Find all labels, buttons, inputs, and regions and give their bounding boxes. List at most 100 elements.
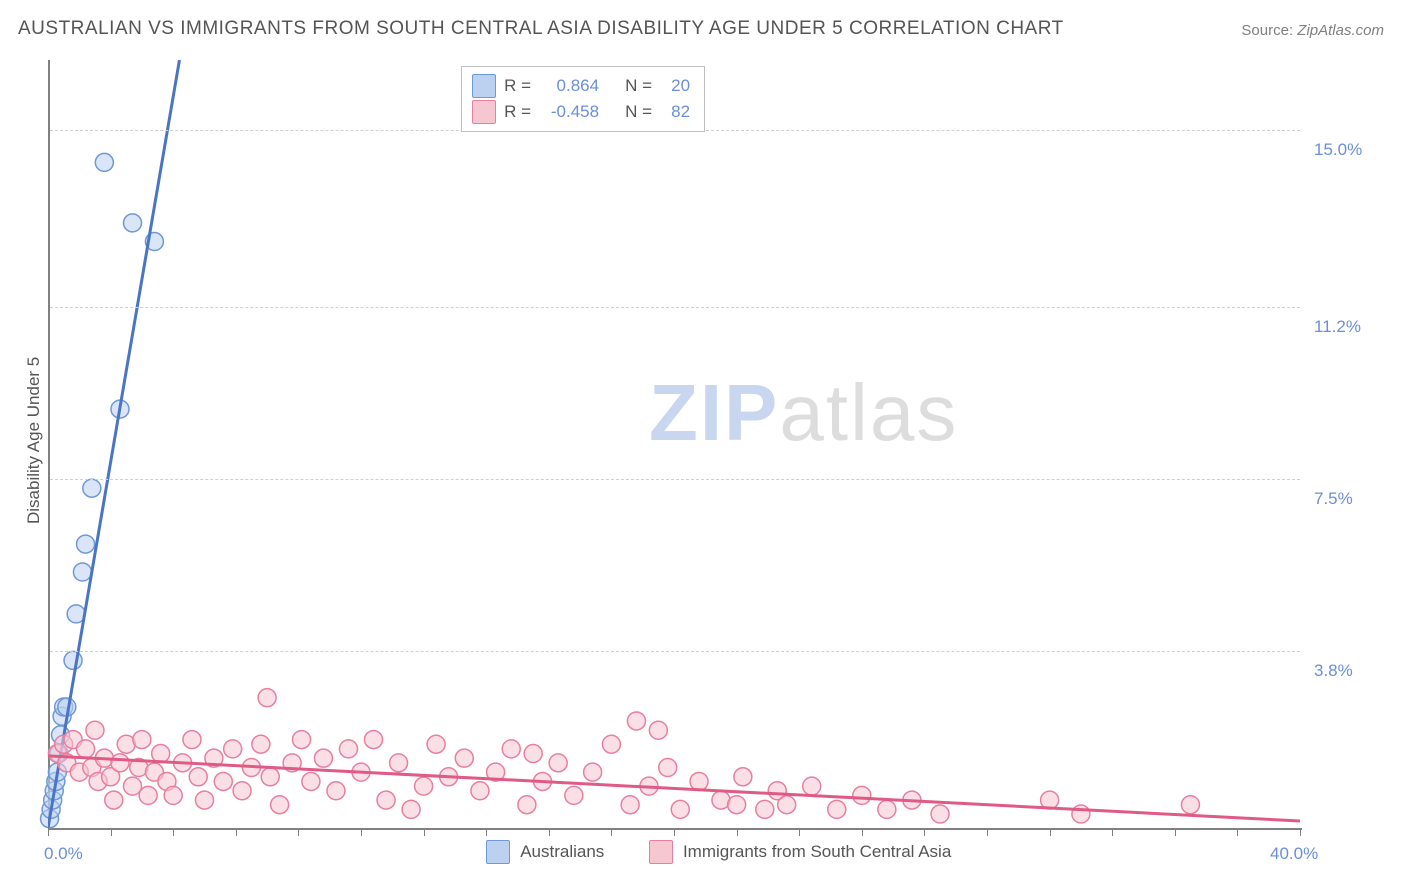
x-axis-max-label: 40.0%	[1270, 844, 1318, 864]
legend-series-label: Australians	[520, 842, 604, 862]
legend-n-value: 82	[660, 99, 690, 125]
legend-n-value: 20	[660, 73, 690, 99]
x-tick	[1050, 828, 1051, 836]
y-tick-label: 11.2%	[1314, 317, 1361, 337]
data-point	[671, 800, 689, 818]
x-tick	[48, 828, 49, 836]
x-tick	[674, 828, 675, 836]
data-point	[105, 791, 123, 809]
legend-r-label: R =	[504, 73, 531, 99]
legend-r-value: -0.458	[539, 99, 599, 125]
scatter-plot	[0, 0, 1406, 892]
y-tick-label: 15.0%	[1314, 140, 1362, 160]
data-point	[77, 740, 95, 758]
data-point	[649, 721, 667, 739]
data-point	[402, 800, 420, 818]
legend-n-label: N =	[625, 99, 652, 125]
x-tick	[1112, 828, 1113, 836]
y-tick-label: 7.5%	[1314, 489, 1353, 509]
data-point	[621, 796, 639, 814]
data-point	[339, 740, 357, 758]
data-point	[803, 777, 821, 795]
series-legend-2: Immigrants from South Central Asia	[649, 840, 951, 864]
legend-row: R = -0.458 N = 82	[472, 99, 690, 125]
x-tick	[549, 828, 550, 836]
data-point	[152, 745, 170, 763]
gridline	[50, 479, 1300, 480]
legend-swatch	[649, 840, 673, 864]
data-point	[931, 805, 949, 823]
data-point	[258, 689, 276, 707]
trend-line	[48, 60, 179, 828]
data-point	[778, 796, 796, 814]
data-point	[224, 740, 242, 758]
data-point	[64, 651, 82, 669]
data-point	[302, 772, 320, 790]
data-point	[164, 786, 182, 804]
x-tick	[111, 828, 112, 836]
data-point	[233, 782, 251, 800]
data-point	[728, 796, 746, 814]
data-point	[124, 214, 142, 232]
data-point	[77, 535, 95, 553]
data-point	[584, 763, 602, 781]
data-point	[1072, 805, 1090, 823]
legend-row: R = 0.864 N = 20	[472, 73, 690, 99]
data-point	[1181, 796, 1199, 814]
x-tick	[611, 828, 612, 836]
x-tick	[987, 828, 988, 836]
legend-n-label: N =	[625, 73, 652, 99]
data-point	[261, 768, 279, 786]
gridline	[50, 651, 1300, 652]
data-point	[183, 731, 201, 749]
data-point	[878, 800, 896, 818]
data-point	[455, 749, 473, 767]
data-point	[471, 782, 489, 800]
legend-series-label: Immigrants from South Central Asia	[683, 842, 951, 862]
data-point	[524, 745, 542, 763]
legend-swatch	[486, 840, 510, 864]
data-point	[124, 777, 142, 795]
data-point	[86, 721, 104, 739]
data-point	[390, 754, 408, 772]
x-tick	[1300, 828, 1301, 836]
data-point	[214, 772, 232, 790]
x-tick	[424, 828, 425, 836]
data-point	[133, 731, 151, 749]
data-point	[549, 754, 567, 772]
data-point	[365, 731, 383, 749]
legend-r-label: R =	[504, 99, 531, 125]
data-point	[83, 479, 101, 497]
data-point	[734, 768, 752, 786]
x-tick	[799, 828, 800, 836]
data-point	[73, 563, 91, 581]
data-point	[111, 754, 129, 772]
x-tick	[924, 828, 925, 836]
legend-r-value: 0.864	[539, 73, 599, 99]
data-point	[327, 782, 345, 800]
data-point	[314, 749, 332, 767]
x-tick	[298, 828, 299, 836]
data-point	[196, 791, 214, 809]
correlation-legend: R = 0.864 N = 20 R = -0.458 N = 82	[461, 66, 705, 132]
data-point	[252, 735, 270, 753]
data-point	[853, 786, 871, 804]
data-point	[377, 791, 395, 809]
data-point	[95, 153, 113, 171]
data-point	[565, 786, 583, 804]
x-tick	[862, 828, 863, 836]
data-point	[189, 768, 207, 786]
x-tick	[737, 828, 738, 836]
y-tick-label: 3.8%	[1314, 661, 1353, 681]
data-point	[427, 735, 445, 753]
legend-swatch	[472, 100, 496, 124]
data-point	[690, 772, 708, 790]
data-point	[756, 800, 774, 818]
x-tick	[236, 828, 237, 836]
legend-swatch	[472, 74, 496, 98]
data-point	[139, 786, 157, 804]
data-point	[293, 731, 311, 749]
x-axis-min-label: 0.0%	[44, 844, 83, 864]
data-point	[659, 758, 677, 776]
data-point	[415, 777, 433, 795]
